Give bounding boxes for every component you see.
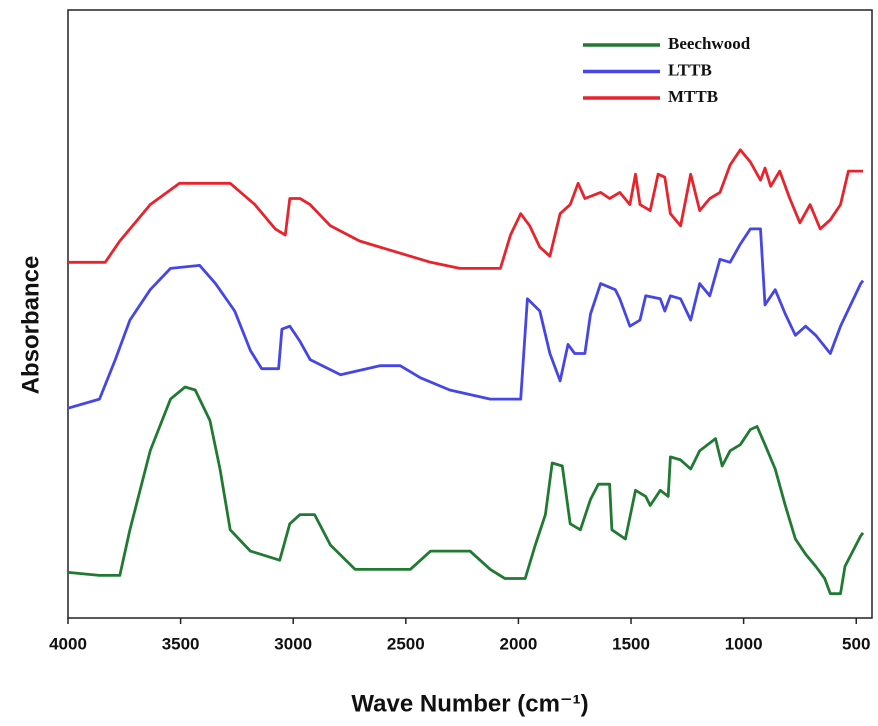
x-tick-label: 1500 bbox=[612, 634, 650, 653]
y-axis-title: Absorbance bbox=[17, 256, 44, 395]
x-tick-label: 3000 bbox=[274, 634, 312, 653]
x-tick-label: 1000 bbox=[725, 634, 763, 653]
legend-label: LTTB bbox=[668, 60, 712, 79]
x-axis-title: Wave Number (cm⁻¹) bbox=[351, 690, 588, 717]
legend-label: MTTB bbox=[668, 87, 718, 106]
line bbox=[67, 227, 865, 410]
x-tick-label: 500 bbox=[842, 634, 870, 653]
plot-frame bbox=[67, 9, 873, 619]
legend-label: Beechwood bbox=[668, 34, 751, 53]
x-tick-label: 2000 bbox=[500, 634, 538, 653]
line bbox=[68, 148, 863, 270]
x-tick-label: 4000 bbox=[49, 634, 87, 653]
x-tick-label: 2500 bbox=[387, 634, 425, 653]
x-tick-label: 3500 bbox=[162, 634, 200, 653]
line bbox=[67, 385, 865, 596]
